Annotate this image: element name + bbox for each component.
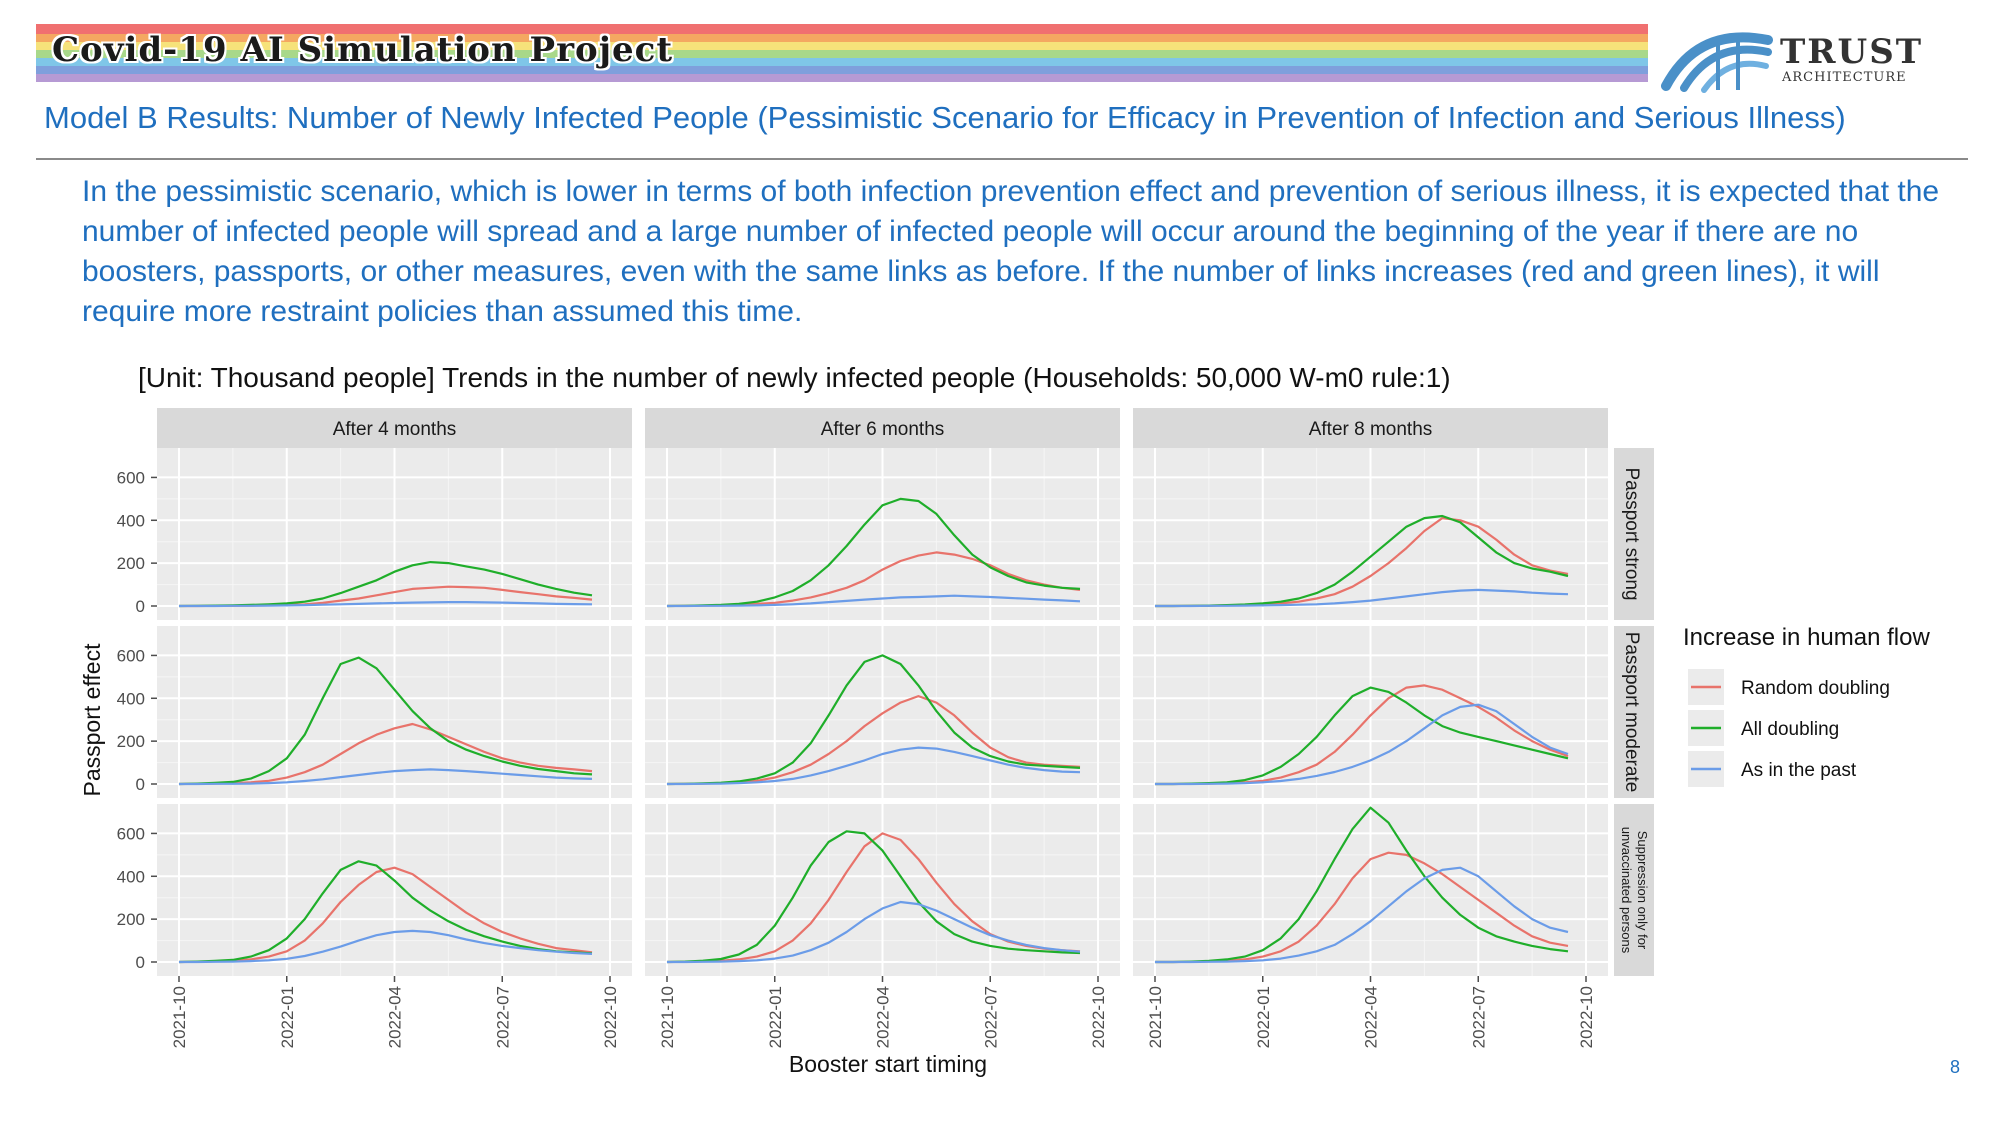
series-line-as-in-the-past (179, 601, 593, 608)
series-line-as-in-the-past (667, 900, 1081, 964)
series-line-all-doubling (1155, 686, 1569, 786)
x-tick-label: 2022-01 (278, 986, 297, 1048)
facet-label-column: After 8 months (1309, 419, 1433, 440)
logo-word: TRUST (1780, 32, 1924, 72)
y-tick-label: 200 (117, 732, 145, 751)
x-tick-label: 2022-10 (601, 986, 620, 1048)
facet-strip-column (157, 408, 632, 448)
series-line-all-doubling (178, 860, 593, 964)
x-tick-label: 2022-04 (874, 986, 893, 1048)
y-tick-label: 600 (117, 468, 145, 487)
facet-label-row: Passport strong (1621, 467, 1642, 600)
x-axis-title: Booster start timing (789, 1051, 987, 1077)
x-tick-label: 2022-04 (386, 986, 405, 1048)
y-tick-label: 200 (117, 910, 145, 929)
series-line-as-in-the-past (667, 746, 1081, 786)
series-line-random-doubling (178, 722, 593, 786)
series-line-as-in-the-past (667, 594, 1081, 608)
x-tick-label: 2022-01 (1254, 986, 1273, 1048)
banner-stripe (36, 74, 1648, 82)
trust-architecture-logo-icon (1661, 32, 1773, 93)
banner-stripe (36, 58, 1648, 66)
series-line-as-in-the-past (1155, 703, 1569, 786)
title-divider (36, 158, 1968, 160)
slide-title: Model B Results: Number of Newly Infecte… (44, 100, 1846, 135)
series-line-random-doubling (178, 866, 593, 964)
series-line-as-in-the-past (179, 929, 593, 964)
series-line-all-doubling (178, 656, 593, 786)
y-tick-label: 0 (136, 953, 145, 972)
y-tick-label: 600 (117, 646, 145, 665)
faceted-line-chart: After 4 months After 6 months After 8 mont… (79, 408, 1930, 1077)
legend-label: As in the past (1741, 760, 1857, 781)
y-tick-label: 400 (117, 689, 145, 708)
series-line-as-in-the-past (179, 768, 593, 786)
series-line-all-doubling (666, 830, 1081, 964)
facet-label-row: Suppression only forunvaccinated persons (1619, 827, 1650, 954)
legend-label: All doubling (1741, 719, 1839, 740)
facet-label-row: Passport moderate (1621, 632, 1642, 793)
x-tick-label: 2022-07 (1469, 986, 1488, 1048)
page-number: 8 (1950, 1057, 1961, 1077)
body-paragraph: In the pessimistic scenario, which is lo… (82, 175, 1940, 328)
banner-stripe (36, 24, 1648, 34)
x-tick-label: 2021-10 (658, 986, 677, 1048)
x-tick-label: 2021-10 (1146, 986, 1165, 1048)
facet-label-column: After 4 months (333, 419, 457, 440)
series-line-as-in-the-past (1155, 866, 1569, 964)
x-tick-label: 2022-07 (493, 986, 512, 1048)
logo-subtitle: ARCHITECTURE (1782, 70, 1907, 85)
banner-title: Covid-19 AI Simulation Project (52, 30, 674, 70)
facet-strip-row (1614, 448, 1654, 620)
y-tick-label: 0 (136, 597, 145, 616)
y-tick-label: 600 (117, 824, 145, 843)
series-line-all-doubling (1155, 806, 1569, 964)
x-tick-label: 2022-10 (1577, 986, 1596, 1048)
x-tick-label: 2022-10 (1089, 986, 1108, 1048)
banner-stripe (36, 34, 1648, 42)
facet-strip-column (1133, 408, 1608, 448)
x-tick-label: 2021-10 (170, 986, 189, 1048)
legend-label: Random doubling (1741, 678, 1890, 699)
x-tick-label: 2022-07 (981, 986, 1000, 1048)
y-tick-label: 400 (117, 867, 145, 886)
series-line-all-doubling (666, 497, 1081, 608)
facet-strip-row (1614, 804, 1654, 976)
y-tick-label: 400 (117, 511, 145, 530)
x-tick-label: 2022-04 (1362, 986, 1381, 1048)
y-tick-label: 0 (136, 775, 145, 794)
banner-stripe (36, 50, 1648, 58)
x-tick-label: 2022-01 (766, 986, 785, 1048)
series-line-as-in-the-past (1155, 588, 1569, 608)
series-line-all-doubling (666, 654, 1081, 786)
y-tick-label: 200 (117, 554, 145, 573)
legend-title: Increase in human flow (1683, 624, 1930, 651)
chart-title: [Unit: Thousand people] Trends in the nu… (138, 362, 1451, 393)
y-axis-title: Passport effect (79, 643, 105, 797)
facet-strip-column (645, 408, 1120, 448)
facet-label-column: After 6 months (821, 419, 945, 440)
facet-strip-row (1614, 626, 1654, 798)
banner-stripe (36, 66, 1648, 74)
rainbow-banner (36, 24, 1648, 90)
banner-stripe (36, 42, 1648, 50)
